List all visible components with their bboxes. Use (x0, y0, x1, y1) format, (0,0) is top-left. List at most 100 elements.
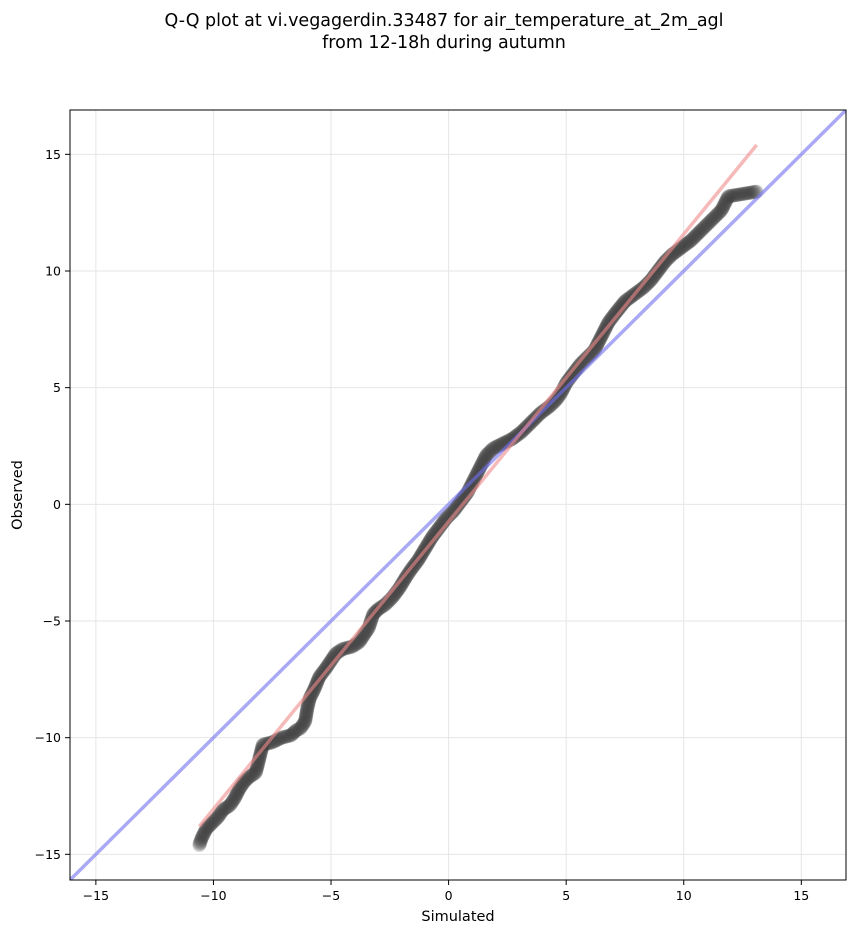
quantile-point (196, 826, 211, 841)
quantile-point (206, 814, 221, 829)
quantile-point (341, 640, 356, 655)
quantile-point (702, 214, 717, 229)
quantile-point (205, 815, 220, 830)
quantile-point (247, 766, 262, 781)
quantile-point (690, 226, 705, 241)
quantile-point (696, 220, 711, 235)
quantile-point (238, 773, 253, 788)
x-tick-label: −5 (322, 888, 340, 903)
quantile-point (487, 440, 502, 455)
quantile-point (204, 817, 219, 831)
quantile-point (293, 721, 308, 736)
quantile-point (253, 748, 268, 763)
quantile-point (330, 645, 345, 660)
quantile-point (294, 719, 309, 734)
quantile-point (250, 758, 265, 773)
quantile-point (485, 442, 500, 457)
quantile-point (694, 222, 709, 237)
quantile-point (604, 311, 619, 326)
quantile-point (306, 683, 321, 698)
quantile-point (213, 806, 228, 820)
quantile-point (226, 793, 241, 808)
quantile-point (610, 303, 625, 318)
quantile-point (250, 760, 265, 775)
quantile-point (477, 452, 492, 467)
quantile-point (352, 634, 367, 648)
quantile-point (305, 685, 320, 700)
quantile-point (240, 771, 255, 786)
quantile-point (295, 718, 310, 733)
quantile-point (285, 726, 300, 741)
quantile-point (241, 770, 256, 785)
quantile-point (233, 780, 248, 794)
quantile-point (291, 722, 306, 737)
quantile-point (680, 236, 695, 251)
quantile-point (192, 836, 207, 851)
quantile-point (681, 235, 696, 250)
quantile-point (300, 701, 315, 716)
quantile-point (276, 730, 291, 745)
quantile-point (615, 297, 630, 312)
quantile-point (716, 199, 731, 214)
quantile-point (200, 820, 215, 835)
quantile-point (744, 185, 759, 200)
quantile-point (719, 192, 734, 207)
quantile-point (728, 188, 743, 203)
y-tick-label: 15 (45, 147, 61, 162)
quantile-point (722, 189, 737, 204)
quantile-point (684, 232, 699, 247)
quantile-point (607, 307, 622, 322)
quantile-point (734, 187, 749, 202)
quantile-point (478, 449, 493, 464)
quantile-point (618, 293, 633, 308)
quantile-point (590, 338, 605, 353)
quantile-point (711, 205, 726, 220)
y-axis-label: Observed (10, 460, 26, 530)
y-tick-label: 5 (53, 380, 61, 395)
quantile-point (679, 237, 694, 252)
quantile-point (607, 306, 622, 321)
quantile-point (299, 703, 314, 718)
quantile-point (423, 531, 438, 546)
quantile-point (609, 305, 624, 320)
quantile-point (231, 783, 246, 798)
quantile-point (608, 306, 623, 320)
quantile-point (301, 696, 316, 711)
quantile-point (710, 206, 725, 221)
quantile-point (243, 769, 258, 783)
quantile-point (720, 191, 735, 206)
quantile-point (249, 761, 264, 776)
quantile-point (689, 227, 704, 242)
quantile-point (486, 441, 501, 456)
quantile-point (212, 808, 227, 822)
quantile-point (471, 463, 486, 478)
quantile-point (299, 705, 314, 719)
quantile-point (395, 575, 410, 590)
quantile-point (659, 252, 674, 267)
quantile-point (736, 186, 751, 201)
quantile-point (202, 818, 217, 833)
quantile-point (322, 656, 337, 671)
quantile-point (245, 767, 260, 782)
quantile-point (214, 805, 229, 819)
quantile-point (742, 185, 757, 200)
quantile-point (730, 187, 745, 202)
x-tick-label: 15 (793, 888, 809, 903)
quantile-point (286, 726, 301, 740)
quantile-point (606, 308, 621, 323)
quantile-point (746, 185, 761, 200)
quantile-point (709, 208, 724, 223)
quantile-point (319, 659, 334, 674)
quantile-point (675, 239, 690, 254)
quantile-point (708, 209, 723, 224)
quantile-point (637, 279, 652, 294)
quantile-point (617, 294, 632, 309)
quantile-point (705, 212, 720, 227)
quantile-point (289, 723, 304, 738)
quantile-point (192, 838, 207, 852)
quantile-point (470, 464, 485, 479)
quantile-point (300, 702, 315, 717)
quantile-point (677, 238, 692, 253)
quantile-point (222, 798, 237, 813)
